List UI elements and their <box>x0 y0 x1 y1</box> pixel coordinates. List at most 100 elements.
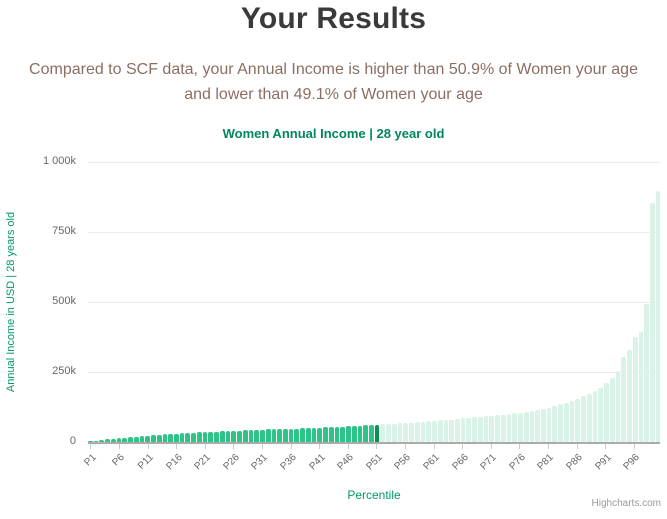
bar-P9[interactable] <box>133 436 139 442</box>
bar-P23[interactable] <box>214 431 219 442</box>
bar-P57[interactable] <box>409 422 414 442</box>
bar-P49[interactable] <box>363 425 368 442</box>
bar-P95[interactable] <box>627 350 632 442</box>
bar-P99[interactable] <box>649 202 655 442</box>
bar-P63[interactable] <box>443 420 449 442</box>
bar-P38[interactable] <box>300 428 305 442</box>
bar-P86[interactable] <box>575 398 581 442</box>
bar-P22[interactable] <box>208 431 214 442</box>
bar-P81[interactable] <box>546 407 552 442</box>
bar-P79[interactable] <box>535 410 541 442</box>
bar-P48[interactable] <box>357 425 363 442</box>
bar-P83[interactable] <box>558 404 563 442</box>
bar-P51[interactable] <box>374 424 380 442</box>
bar-P59[interactable] <box>420 421 426 442</box>
bar-P94[interactable] <box>621 357 627 442</box>
bar-P72[interactable] <box>495 415 500 442</box>
bar-P60[interactable] <box>426 421 432 442</box>
bar-P1[interactable] <box>88 441 93 442</box>
bar-P11[interactable] <box>145 435 151 442</box>
bar-P20[interactable] <box>196 432 202 442</box>
bar-P75[interactable] <box>512 413 518 442</box>
bar-P34[interactable] <box>277 429 282 442</box>
bar-P32[interactable] <box>265 429 271 442</box>
bar-P43[interactable] <box>328 427 334 442</box>
bar-P33[interactable] <box>271 429 277 442</box>
bar-P2[interactable] <box>93 440 99 442</box>
bar-P15[interactable] <box>168 434 174 442</box>
bar-P17[interactable] <box>179 433 185 442</box>
bar-P50[interactable] <box>368 425 374 442</box>
bar-P80[interactable] <box>541 408 546 442</box>
highcharts-credit-link[interactable]: Highcharts.com <box>591 498 661 509</box>
bar-P90[interactable] <box>598 387 604 442</box>
bar-P35[interactable] <box>282 428 288 442</box>
bar-P100[interactable] <box>655 190 661 442</box>
bar-P39[interactable] <box>305 428 311 442</box>
bar-P27[interactable] <box>237 430 242 442</box>
bar-P69[interactable] <box>477 416 483 442</box>
bar-P28[interactable] <box>242 430 248 442</box>
bar-P97[interactable] <box>638 332 644 442</box>
bar-P56[interactable] <box>403 422 409 442</box>
bar-P7[interactable] <box>122 437 128 442</box>
bar-P85[interactable] <box>569 400 575 442</box>
bar-P41[interactable] <box>317 427 323 442</box>
bar-P52[interactable] <box>380 424 386 442</box>
bar-P65[interactable] <box>455 419 460 442</box>
bar-P46[interactable] <box>346 426 351 442</box>
bar-P10[interactable] <box>139 436 145 442</box>
bar-P54[interactable] <box>391 423 397 442</box>
bar-P73[interactable] <box>500 414 506 442</box>
bar-P12[interactable] <box>151 435 156 442</box>
bar-P93[interactable] <box>615 370 621 442</box>
bar-P37[interactable] <box>294 428 300 442</box>
bar-P26[interactable] <box>231 430 237 442</box>
bar-P89[interactable] <box>592 391 598 442</box>
bar-P14[interactable] <box>162 434 168 442</box>
bar-P55[interactable] <box>397 423 403 442</box>
bar-P96[interactable] <box>632 337 638 442</box>
bar-P24[interactable] <box>219 431 225 442</box>
bar-P68[interactable] <box>472 417 477 442</box>
bar-P87[interactable] <box>581 396 586 442</box>
bar-P67[interactable] <box>466 417 472 442</box>
bar-P77[interactable] <box>523 412 529 442</box>
bar-P91[interactable] <box>604 383 609 442</box>
bar-P21[interactable] <box>202 432 208 442</box>
bar-P42[interactable] <box>323 427 328 442</box>
bar-P19[interactable] <box>191 432 196 442</box>
bar-P66[interactable] <box>460 418 466 442</box>
bar-P3[interactable] <box>99 440 105 442</box>
bar-P47[interactable] <box>351 426 357 442</box>
bar-P16[interactable] <box>174 433 179 442</box>
bar-P92[interactable] <box>609 377 615 442</box>
bar-P36[interactable] <box>288 428 294 442</box>
bar-P76[interactable] <box>518 412 523 442</box>
bar-P44[interactable] <box>334 426 340 442</box>
bar-P84[interactable] <box>563 402 569 442</box>
bar-P98[interactable] <box>644 303 649 442</box>
bar-P74[interactable] <box>506 414 512 442</box>
bar-P40[interactable] <box>311 428 317 442</box>
bar-P18[interactable] <box>185 433 191 442</box>
bar-P29[interactable] <box>248 429 254 442</box>
bar-P53[interactable] <box>386 424 391 442</box>
bar-P61[interactable] <box>432 421 437 442</box>
bar-P64[interactable] <box>449 419 454 442</box>
bar-P88[interactable] <box>586 393 592 442</box>
bar-P4[interactable] <box>105 439 110 442</box>
bar-P45[interactable] <box>340 426 346 442</box>
bar-P6[interactable] <box>116 438 122 442</box>
bar-P71[interactable] <box>489 415 495 442</box>
bar-P58[interactable] <box>414 422 420 442</box>
bar-P82[interactable] <box>552 406 558 442</box>
bar-P13[interactable] <box>156 434 162 442</box>
bar-P30[interactable] <box>254 429 260 442</box>
bar-P62[interactable] <box>437 420 443 442</box>
bar-P70[interactable] <box>483 416 489 442</box>
bar-P78[interactable] <box>529 411 535 442</box>
bar-P5[interactable] <box>110 438 116 442</box>
bar-P25[interactable] <box>225 431 231 442</box>
bar-P31[interactable] <box>260 429 265 442</box>
